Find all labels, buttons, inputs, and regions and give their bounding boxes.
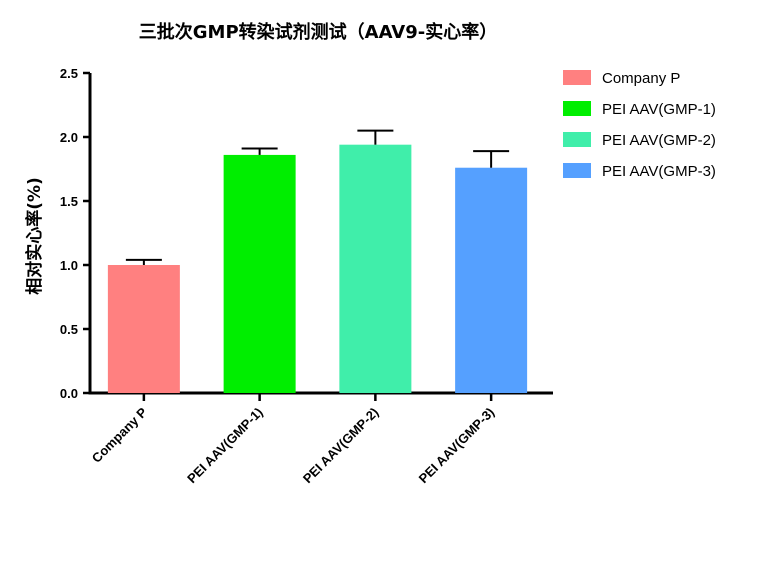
y-tick-label: 1.5 bbox=[60, 194, 78, 209]
legend-swatch bbox=[563, 163, 591, 178]
x-tick-label: PEI AAV(GMP-1) bbox=[184, 405, 266, 487]
chart-title: 三批次GMP转染试剂测试（AAV9-实心率） bbox=[139, 21, 497, 43]
x-tick-label: PEI AAV(GMP-3) bbox=[416, 405, 498, 487]
bar bbox=[455, 167, 528, 393]
y-tick-label: 0.0 bbox=[60, 386, 78, 401]
x-tick-label: PEI AAV(GMP-2) bbox=[300, 405, 382, 487]
legend-swatch bbox=[563, 70, 591, 85]
y-tick-label: 2.5 bbox=[60, 66, 78, 81]
legend-swatch bbox=[563, 101, 591, 116]
legend-label: PEI AAV(GMP-1) bbox=[602, 101, 716, 118]
y-tick-label: 2.0 bbox=[60, 130, 78, 145]
legend-label: Company P bbox=[602, 70, 680, 87]
legend-label: PEI AAV(GMP-2) bbox=[602, 132, 716, 149]
legend: Company P PEI AAV(GMP-1) PEI AAV(GMP-2) PEI… bbox=[563, 70, 716, 180]
bar bbox=[107, 265, 180, 393]
y-axis-label: 相对实心率(%) bbox=[24, 177, 45, 295]
y-tick-label: 1.0 bbox=[60, 258, 78, 273]
bar bbox=[223, 154, 296, 393]
plot-area: 0.0 0.5 1.0 1.5 2.0 2.5 Company P PEI AAV(GMP-1… bbox=[60, 66, 553, 486]
y-tick-label: 0.5 bbox=[60, 322, 78, 337]
legend-label: PEI AAV(GMP-3) bbox=[602, 163, 716, 180]
x-tick-label: Company P bbox=[89, 404, 150, 465]
bar bbox=[339, 144, 412, 393]
legend-swatch bbox=[563, 132, 591, 147]
